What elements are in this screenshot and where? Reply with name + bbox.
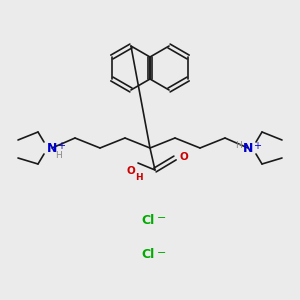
- Text: H: H: [236, 142, 242, 151]
- Text: +: +: [57, 141, 65, 151]
- Text: +: +: [253, 141, 261, 151]
- Text: H: H: [56, 151, 62, 160]
- Text: H: H: [135, 173, 143, 182]
- Text: O: O: [180, 152, 189, 162]
- Text: Cl: Cl: [141, 248, 154, 262]
- Text: O: O: [126, 166, 135, 176]
- Text: −: −: [157, 213, 167, 223]
- Text: N: N: [47, 142, 57, 154]
- Text: N: N: [243, 142, 253, 154]
- Text: −: −: [157, 248, 167, 258]
- Text: Cl: Cl: [141, 214, 154, 226]
